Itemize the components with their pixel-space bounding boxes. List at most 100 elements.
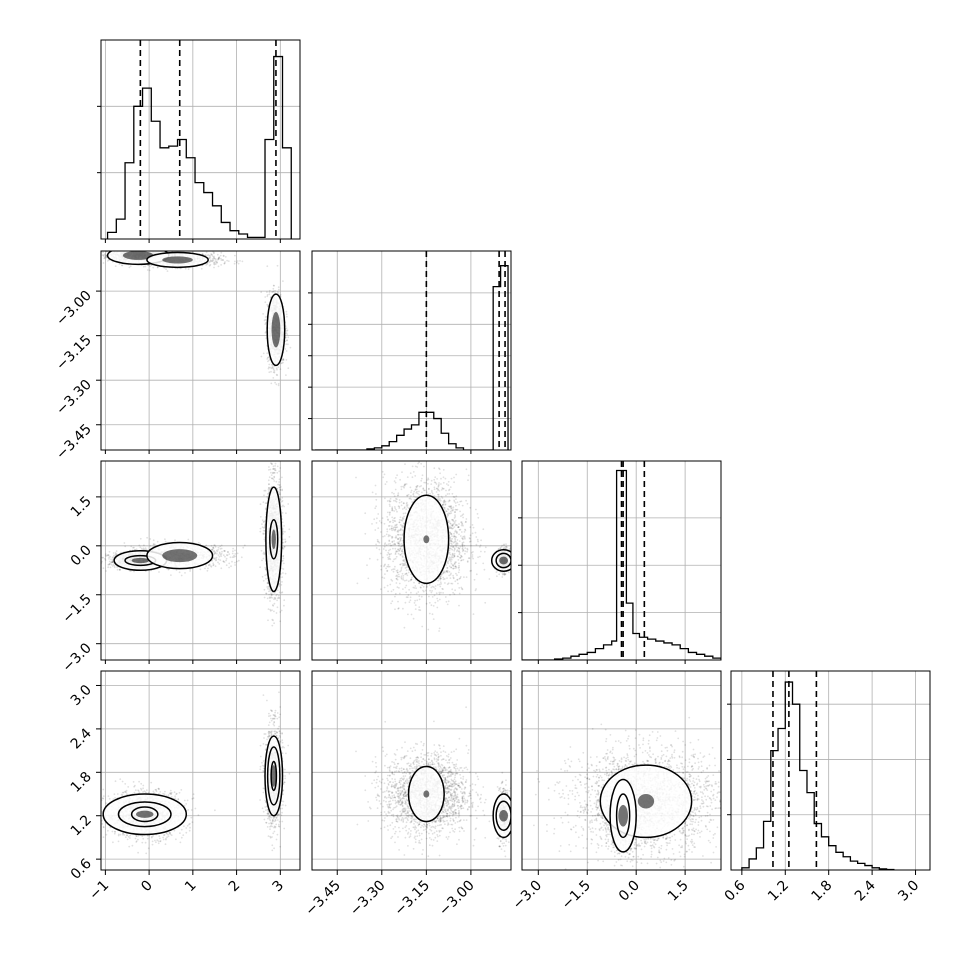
scatter-point xyxy=(223,262,226,265)
scatter-point xyxy=(219,559,222,561)
scatter-point xyxy=(108,560,111,563)
density-core xyxy=(162,256,193,264)
scatter-point xyxy=(278,585,281,587)
scatter-point xyxy=(268,291,271,294)
scatter-point xyxy=(114,265,117,267)
scatter-point xyxy=(123,542,126,544)
scatter-point xyxy=(110,563,113,566)
scatter-point xyxy=(268,596,271,599)
scatter-point xyxy=(221,258,224,261)
scatter-point xyxy=(104,256,107,259)
scatter-point xyxy=(273,480,276,482)
scatter-point xyxy=(278,484,281,487)
scatter-point xyxy=(218,551,221,554)
scatter-point xyxy=(205,264,208,266)
scatter-point xyxy=(279,293,282,296)
scatter-point xyxy=(101,254,104,257)
scatter-point xyxy=(268,293,271,296)
scatter-point xyxy=(105,255,108,258)
scatter-point xyxy=(212,547,215,550)
scatter-point xyxy=(142,247,144,249)
scatter-point xyxy=(273,592,276,594)
scatter-point xyxy=(234,561,236,564)
scatter-point xyxy=(288,536,291,538)
scatter-point xyxy=(118,568,121,571)
scatter-point xyxy=(272,456,274,458)
scatter-point xyxy=(209,259,212,262)
scatter-point xyxy=(217,548,220,551)
hist-panel-1 xyxy=(308,250,512,454)
scatter-point xyxy=(273,370,276,372)
scatter-point xyxy=(110,558,112,561)
scatter-point xyxy=(228,562,231,565)
scatter-point xyxy=(268,590,270,593)
scatter-point xyxy=(282,358,285,361)
scatter-point xyxy=(231,552,234,555)
scatter-point xyxy=(234,555,237,558)
scatter-point xyxy=(212,546,215,549)
scatter-point xyxy=(213,257,215,260)
scatter-point xyxy=(265,330,267,333)
scatter-point xyxy=(269,366,271,369)
scatter-point xyxy=(210,260,213,262)
scatter-point xyxy=(129,570,132,572)
scatter-point xyxy=(114,553,117,556)
scatter-point xyxy=(285,330,288,332)
scatter-point xyxy=(215,556,218,559)
scatter-point xyxy=(210,253,213,256)
scatter-point xyxy=(102,251,104,254)
scatter-point xyxy=(214,557,217,560)
scatter-point xyxy=(277,288,280,291)
scatter-point xyxy=(156,540,159,543)
scatter-point xyxy=(102,262,105,264)
scatter-point xyxy=(275,367,278,370)
scatter-point xyxy=(152,248,154,250)
scatter-point xyxy=(220,264,223,266)
scatter-point xyxy=(271,477,274,480)
scatter-point xyxy=(270,370,272,373)
scatter-point xyxy=(207,567,209,570)
scatter-point xyxy=(152,266,155,269)
scatter-point xyxy=(237,559,240,562)
scatter-point xyxy=(113,566,116,569)
scatter-point xyxy=(222,259,225,262)
scatter-point xyxy=(139,546,142,549)
scatter-point xyxy=(229,556,232,559)
scatter-point xyxy=(167,568,170,571)
scatter-point xyxy=(266,303,269,306)
scatter-point xyxy=(281,362,283,364)
scatter-point xyxy=(107,563,110,566)
scatter-point xyxy=(102,254,105,256)
scatter-point xyxy=(227,260,230,262)
scatter-point xyxy=(266,356,269,359)
scatter-point xyxy=(142,248,144,250)
density-core xyxy=(271,311,281,348)
scatter-point xyxy=(106,260,109,262)
scatter-point xyxy=(276,368,278,371)
scatter-point xyxy=(264,316,267,318)
scatter-point xyxy=(268,483,270,485)
scatter-point xyxy=(164,540,167,543)
scatter-point xyxy=(282,358,284,361)
scatter-point xyxy=(277,366,280,368)
scatter-point xyxy=(97,560,99,562)
scatter-point xyxy=(270,363,273,366)
scatter-point xyxy=(104,253,106,256)
scatter-point xyxy=(215,260,218,263)
y-tick-label: −3.15 xyxy=(53,332,95,374)
scatter-point xyxy=(208,261,211,264)
scatter-point xyxy=(97,564,99,566)
scatter-point xyxy=(128,266,131,269)
scatter-point xyxy=(211,259,214,262)
scatter-point xyxy=(132,249,134,251)
scatter-point xyxy=(151,248,153,250)
scatter-point xyxy=(159,249,161,251)
scatter-point xyxy=(264,318,267,321)
scatter-point xyxy=(233,554,235,557)
scatter-point xyxy=(205,565,208,567)
scatter-point xyxy=(280,362,282,365)
scatter-point xyxy=(218,555,221,558)
scatter-point xyxy=(115,550,118,552)
scatter-point xyxy=(262,352,265,355)
